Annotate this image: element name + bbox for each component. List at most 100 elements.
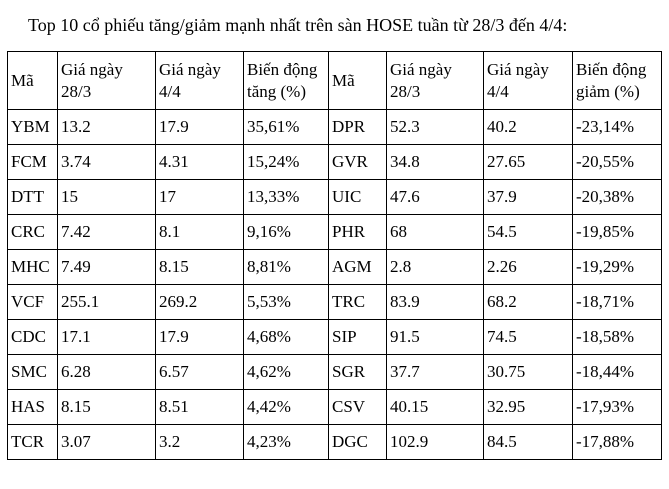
change-cell: 4,42% — [243, 389, 329, 425]
price-cell: 7.49 — [57, 249, 156, 285]
price-cell: 17.9 — [155, 109, 244, 145]
change-cell: -17,93% — [572, 389, 662, 425]
table-row: HAS 8.15 8.51 4,42% CSV 40.15 32.95 -17,… — [7, 389, 662, 425]
change-cell: 4,62% — [243, 354, 329, 390]
table-row: FCM 3.74 4.31 15,24% GVR 34.8 27.65 -20,… — [7, 144, 662, 180]
price-cell: 84.5 — [483, 424, 573, 460]
price-cell: 17.1 — [57, 319, 156, 355]
stock-code-cell: MHC — [7, 249, 58, 285]
change-cell: -20,55% — [572, 144, 662, 180]
stock-code-cell: TRC — [328, 284, 387, 320]
price-cell: 27.65 — [483, 144, 573, 180]
column-header-change-down: Biến động giảm (%) — [572, 51, 662, 110]
change-cell: 5,53% — [243, 284, 329, 320]
stock-code-cell: PHR — [328, 214, 387, 250]
table-row: DTT 15 17 13,33% UIC 47.6 37.9 -20,38% — [7, 179, 662, 215]
stock-code-cell: UIC — [328, 179, 387, 215]
stock-code-cell: SIP — [328, 319, 387, 355]
price-cell: 3.2 — [155, 424, 244, 460]
change-cell: 15,24% — [243, 144, 329, 180]
price-cell: 3.74 — [57, 144, 156, 180]
change-cell: -18,58% — [572, 319, 662, 355]
price-cell: 32.95 — [483, 389, 573, 425]
price-cell: 37.9 — [483, 179, 573, 215]
stocks-table: Mã Giá ngày 28/3 Giá ngày 4/4 Biến động … — [7, 51, 662, 460]
stock-code-cell: YBM — [7, 109, 58, 145]
stock-code-cell: SGR — [328, 354, 387, 390]
price-cell: 68.2 — [483, 284, 573, 320]
change-cell: -19,85% — [572, 214, 662, 250]
change-cell: 4,23% — [243, 424, 329, 460]
stock-code-cell: AGM — [328, 249, 387, 285]
price-cell: 15 — [57, 179, 156, 215]
stock-code-cell: DTT — [7, 179, 58, 215]
price-cell: 8.15 — [155, 249, 244, 285]
change-cell: -18,44% — [572, 354, 662, 390]
price-cell: 34.8 — [386, 144, 484, 180]
column-header-price-283-losers: Giá ngày 28/3 — [386, 51, 484, 110]
table-row: CDC 17.1 17.9 4,68% SIP 91.5 74.5 -18,58… — [7, 319, 662, 355]
change-cell: -18,71% — [572, 284, 662, 320]
change-cell: 9,16% — [243, 214, 329, 250]
price-cell: 255.1 — [57, 284, 156, 320]
price-cell: 8.51 — [155, 389, 244, 425]
price-cell: 2.26 — [483, 249, 573, 285]
change-cell: -23,14% — [572, 109, 662, 145]
stock-code-cell: CRC — [7, 214, 58, 250]
stock-code-cell: CDC — [7, 319, 58, 355]
stock-code-cell: HAS — [7, 389, 58, 425]
column-header-code-gainers: Mã — [7, 51, 58, 110]
price-cell: 54.5 — [483, 214, 573, 250]
change-cell: 4,68% — [243, 319, 329, 355]
price-cell: 102.9 — [386, 424, 484, 460]
header-row: Mã Giá ngày 28/3 Giá ngày 4/4 Biến động … — [7, 51, 662, 110]
price-cell: 13.2 — [57, 109, 156, 145]
column-header-price-44-losers: Giá ngày 4/4 — [483, 51, 573, 110]
change-cell: -17,88% — [572, 424, 662, 460]
price-cell: 8.1 — [155, 214, 244, 250]
price-cell: 68 — [386, 214, 484, 250]
price-cell: 17 — [155, 179, 244, 215]
price-cell: 6.57 — [155, 354, 244, 390]
price-cell: 74.5 — [483, 319, 573, 355]
stock-code-cell: CSV — [328, 389, 387, 425]
change-cell: 8,81% — [243, 249, 329, 285]
price-cell: 7.42 — [57, 214, 156, 250]
column-header-price-44-gainers: Giá ngày 4/4 — [155, 51, 244, 110]
change-cell: 13,33% — [243, 179, 329, 215]
table-row: CRC 7.42 8.1 9,16% PHR 68 54.5 -19,85% — [7, 214, 662, 250]
price-cell: 91.5 — [386, 319, 484, 355]
table-row: MHC 7.49 8.15 8,81% AGM 2.8 2.26 -19,29% — [7, 249, 662, 285]
change-cell: -20,38% — [572, 179, 662, 215]
price-cell: 40.15 — [386, 389, 484, 425]
stock-code-cell: GVR — [328, 144, 387, 180]
page-title: Top 10 cổ phiếu tăng/giảm mạnh nhất trên… — [28, 15, 568, 35]
table-row: VCF 255.1 269.2 5,53% TRC 83.9 68.2 -18,… — [7, 284, 662, 320]
stock-code-cell: TCR — [7, 424, 58, 460]
change-cell: 35,61% — [243, 109, 329, 145]
stock-code-cell: VCF — [7, 284, 58, 320]
stock-code-cell: DGC — [328, 424, 387, 460]
price-cell: 3.07 — [57, 424, 156, 460]
price-cell: 37.7 — [386, 354, 484, 390]
price-cell: 6.28 — [57, 354, 156, 390]
price-cell: 83.9 — [386, 284, 484, 320]
price-cell: 269.2 — [155, 284, 244, 320]
price-cell: 52.3 — [386, 109, 484, 145]
table-row: YBM 13.2 17.9 35,61% DPR 52.3 40.2 -23,1… — [7, 109, 662, 145]
stock-code-cell: DPR — [328, 109, 387, 145]
column-header-change-up: Biến động tăng (%) — [243, 51, 329, 110]
change-cell: -19,29% — [572, 249, 662, 285]
price-cell: 2.8 — [386, 249, 484, 285]
price-cell: 17.9 — [155, 319, 244, 355]
column-header-price-283-gainers: Giá ngày 28/3 — [57, 51, 156, 110]
price-cell: 4.31 — [155, 144, 244, 180]
price-cell: 8.15 — [57, 389, 156, 425]
price-cell: 30.75 — [483, 354, 573, 390]
stock-code-cell: SMC — [7, 354, 58, 390]
price-cell: 47.6 — [386, 179, 484, 215]
column-header-code-losers: Mã — [328, 51, 387, 110]
stock-code-cell: FCM — [7, 144, 58, 180]
table-row: TCR 3.07 3.2 4,23% DGC 102.9 84.5 -17,88… — [7, 424, 662, 460]
table-row: SMC 6.28 6.57 4,62% SGR 37.7 30.75 -18,4… — [7, 354, 662, 390]
